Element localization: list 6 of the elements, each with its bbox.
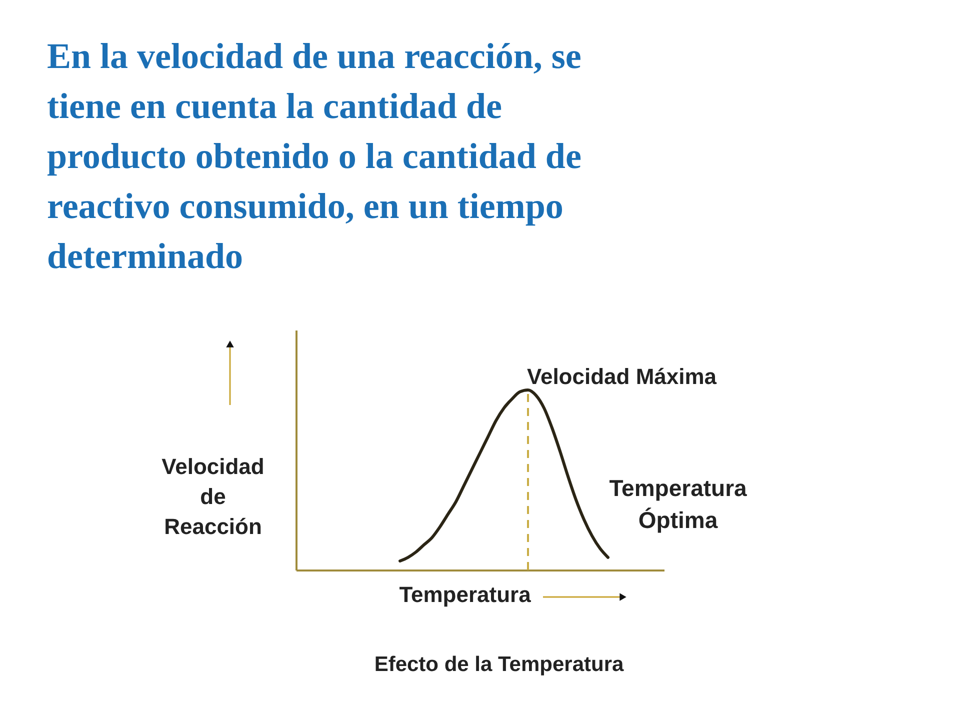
chart-title: En la velocidad de una reacción, se tiene en cuenta la cantidad de producto obtenido o la cantidad de reactivo consumido, en un tiempo determinado — [47, 36, 582, 276]
annotation: Temperatura Óptima — [609, 475, 748, 533]
y-axis-title: Velocidad de Reacción — [162, 454, 264, 539]
text: Efecto de la Temperatura — [374, 653, 624, 676]
x-axis-title: Temperatura — [399, 582, 532, 607]
text: Velocidad Máxima — [527, 364, 718, 389]
